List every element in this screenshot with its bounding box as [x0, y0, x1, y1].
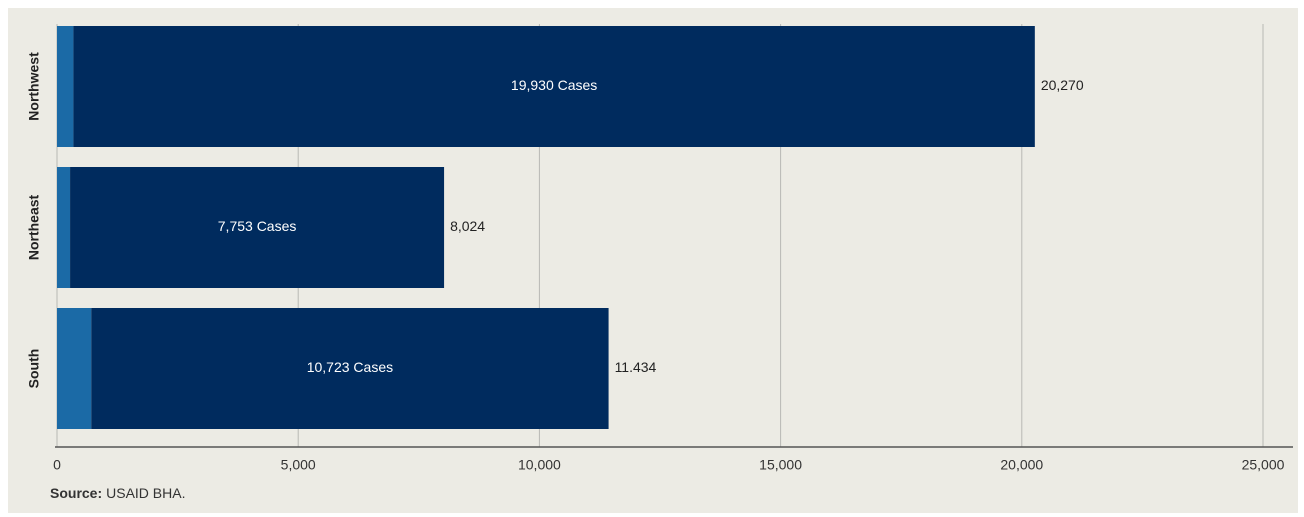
- y-tick-label: Northeast: [26, 194, 42, 260]
- total-label: 8,024: [450, 218, 485, 234]
- y-tick-label: South: [26, 349, 42, 389]
- source-label: Source:: [50, 485, 102, 501]
- value-label: 10,723 Cases: [307, 359, 393, 375]
- x-tick-label: 25,000: [1242, 457, 1285, 473]
- source: Source: USAID BHA.: [50, 485, 185, 501]
- x-tick-label: 5,000: [281, 457, 316, 473]
- value-label: 19,930 Cases: [511, 77, 597, 93]
- y-tick-label: Northwest: [26, 52, 42, 121]
- x-tick-label: 20,000: [1000, 457, 1043, 473]
- bar-segment: [57, 167, 71, 288]
- x-tick-label: 10,000: [518, 457, 561, 473]
- source-text: USAID BHA.: [106, 485, 185, 501]
- bar-segment: [91, 308, 609, 429]
- bar-segment: [73, 26, 1035, 147]
- value-label: 7,753 Cases: [218, 218, 297, 234]
- total-label: 20,270: [1041, 77, 1084, 93]
- total-label: 11.434: [615, 359, 657, 375]
- x-tick-label: 15,000: [759, 457, 802, 473]
- bar-segment: [57, 308, 92, 429]
- x-tick-label: 0: [53, 457, 61, 473]
- bar-segment: [70, 167, 445, 288]
- bar-segment: [57, 26, 74, 147]
